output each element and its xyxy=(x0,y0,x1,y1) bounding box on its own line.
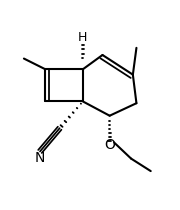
Text: N: N xyxy=(35,151,45,165)
Text: H: H xyxy=(78,31,87,44)
Text: O: O xyxy=(104,138,115,152)
